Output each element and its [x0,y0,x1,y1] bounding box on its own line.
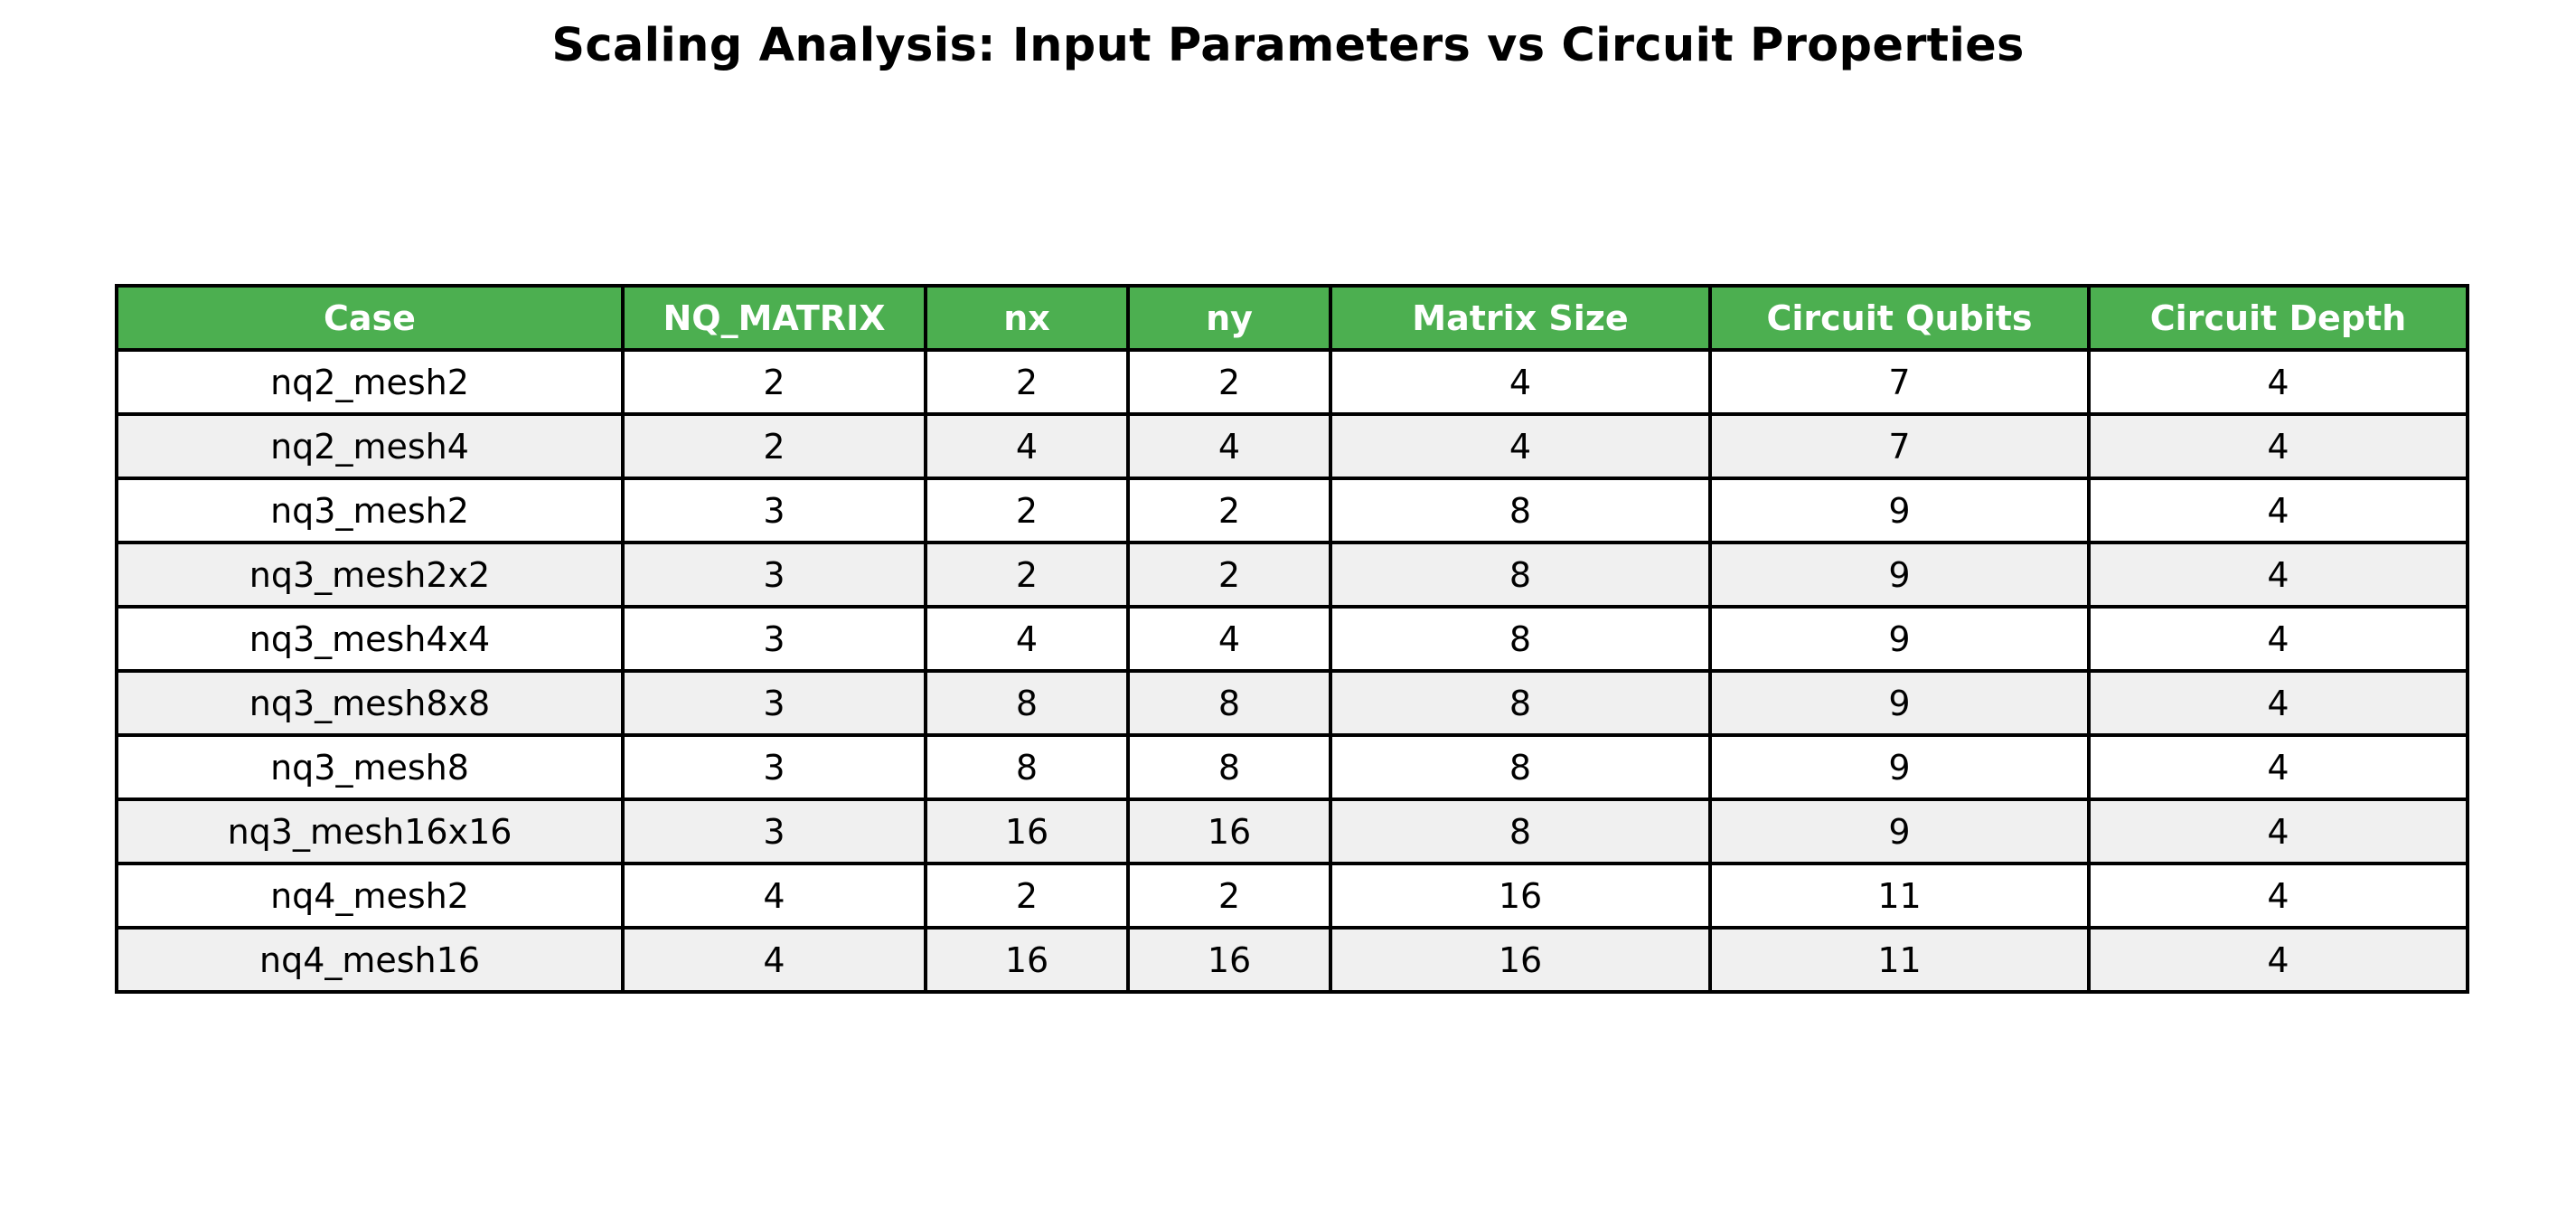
table-cell: 3 [621,797,927,865]
table-cell: 8 [924,733,1130,801]
case-cell: nq4_mesh16 [115,926,625,994]
table-cell: 4 [621,862,927,930]
table-cell: 7 [1708,348,2091,416]
table-cell: 11 [1708,926,2091,994]
table-cell: 4 [1329,348,1712,416]
table-cell: 4 [2087,862,2469,930]
table-cell: 2 [924,862,1130,930]
table-cell: 4 [924,412,1130,480]
table-cell: 2 [621,412,927,480]
table-cell: 4 [2087,926,2469,994]
column-header: Circuit Qubits [1708,284,2091,352]
case-cell: nq3_mesh16x16 [115,797,625,865]
table-cell: 2 [1126,348,1332,416]
table-cell: 16 [1329,926,1712,994]
table-cell: 3 [621,733,927,801]
column-header: Circuit Depth [2087,284,2469,352]
table-cell: 2 [1126,541,1332,609]
table-container: Case NQ_MATRIX nx ny Matrix Size Circuit Qubi… [115,284,2469,994]
case-cell: nq2_mesh2 [115,348,625,416]
table-cell: 9 [1708,797,2091,865]
table-cell: 7 [1708,412,2091,480]
table-cell: 4 [2087,541,2469,609]
table-cell: 8 [1329,797,1712,865]
column-header: NQ_MATRIX [621,284,927,352]
table-cell: 2 [924,541,1130,609]
table-cell: 4 [1329,412,1712,480]
table-cell: 4 [2087,348,2469,416]
data-table: Case NQ_MATRIX nx ny Matrix Size Circuit Qubi… [115,284,2469,994]
table-cell: 11 [1708,862,2091,930]
table-cell: 16 [1329,862,1712,930]
table-cell: 9 [1708,477,2091,544]
table-cell: 16 [924,926,1130,994]
case-cell: nq2_mesh4 [115,412,625,480]
table-cell: 4 [2087,797,2469,865]
table-row: nq3_mesh2x2 3 2 2 8 9 4 [115,541,2469,609]
table-cell: 2 [1126,862,1332,930]
table-cell: 2 [1126,477,1332,544]
column-header: nx [924,284,1130,352]
table-body: nq2_mesh2 2 2 2 4 7 4 nq2_mesh4 2 4 4 4 7 4 nq3_mesh2 3… [115,348,2469,994]
table-cell: 8 [1329,541,1712,609]
table-cell: 9 [1708,733,2091,801]
table-cell: 4 [2087,477,2469,544]
column-header: Matrix Size [1329,284,1712,352]
table-cell: 8 [924,669,1130,737]
table-cell: 8 [1329,733,1712,801]
table-header: Case NQ_MATRIX nx ny Matrix Size Circuit Qubi… [115,284,2469,352]
case-cell: nq3_mesh4x4 [115,605,625,673]
case-cell: nq3_mesh8 [115,733,625,801]
table-cell: 4 [621,926,927,994]
table-row: nq4_mesh16 4 16 16 16 11 4 [115,926,2469,994]
table-row: nq4_mesh2 4 2 2 16 11 4 [115,862,2469,930]
case-cell: nq3_mesh2 [115,477,625,544]
case-cell: nq4_mesh2 [115,862,625,930]
header-row: Case NQ_MATRIX nx ny Matrix Size Circuit Qubi… [115,284,2469,352]
table-row: nq3_mesh8 3 8 8 8 9 4 [115,733,2469,801]
table-cell: 8 [1329,605,1712,673]
table-cell: 9 [1708,541,2091,609]
table-cell: 4 [2087,605,2469,673]
table-row: nq3_mesh16x16 3 16 16 8 9 4 [115,797,2469,865]
table-row: nq3_mesh2 3 2 2 8 9 4 [115,477,2469,544]
table-cell: 4 [1126,605,1332,673]
chart-title: Scaling Analysis: Input Parameters vs Ci… [551,19,2025,72]
table-cell: 8 [1329,669,1712,737]
table-cell: 16 [924,797,1130,865]
table-cell: 2 [621,348,927,416]
case-cell: nq3_mesh2x2 [115,541,625,609]
table-cell: 4 [1126,412,1332,480]
table-cell: 3 [621,477,927,544]
table-cell: 16 [1126,797,1332,865]
table-cell: 3 [621,669,927,737]
table-cell: 3 [621,541,927,609]
table-cell: 4 [2087,412,2469,480]
column-header: Case [115,284,625,352]
table-row: nq2_mesh4 2 4 4 4 7 4 [115,412,2469,480]
table-cell: 4 [924,605,1130,673]
table-row: nq2_mesh2 2 2 2 4 7 4 [115,348,2469,416]
table-row: nq3_mesh8x8 3 8 8 8 9 4 [115,669,2469,737]
table-row: nq3_mesh4x4 3 4 4 8 9 4 [115,605,2469,673]
table-cell: 9 [1708,669,2091,737]
table-cell: 8 [1126,733,1332,801]
table-cell: 2 [924,348,1130,416]
table-cell: 9 [1708,605,2091,673]
table-cell: 8 [1329,477,1712,544]
column-header: ny [1126,284,1332,352]
table-cell: 3 [621,605,927,673]
table-cell: 2 [924,477,1130,544]
table-cell: 16 [1126,926,1332,994]
table-cell: 4 [2087,669,2469,737]
case-cell: nq3_mesh8x8 [115,669,625,737]
table-cell: 4 [2087,733,2469,801]
table-cell: 8 [1126,669,1332,737]
